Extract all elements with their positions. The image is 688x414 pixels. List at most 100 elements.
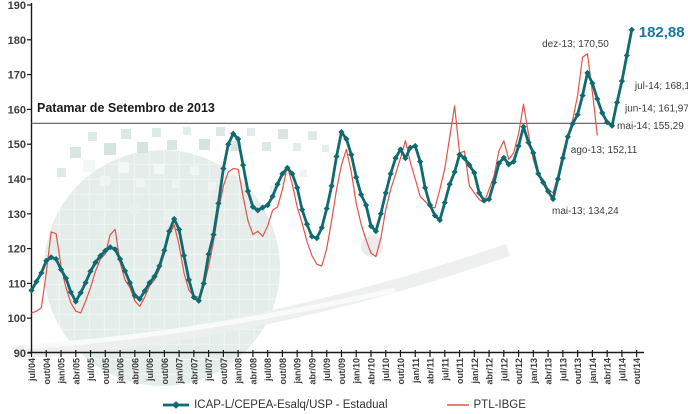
icap-data-marker xyxy=(38,269,45,277)
icap-data-marker xyxy=(210,231,217,238)
icap-data-marker xyxy=(387,170,394,177)
y-axis-tick-label: 150 xyxy=(8,139,26,151)
y-axis-tick-label: 140 xyxy=(8,174,26,186)
icap-data-marker xyxy=(338,128,345,136)
icap-data-marker xyxy=(166,228,173,235)
icap-data-marker xyxy=(318,224,325,231)
x-axis-tick-label: out/05 xyxy=(101,358,111,385)
x-axis-tick-label: out/07 xyxy=(219,358,229,385)
icap-data-marker xyxy=(456,151,463,158)
icap-data-marker xyxy=(185,276,193,284)
y-axis-tick-label: 160 xyxy=(8,104,26,116)
icap-data-marker xyxy=(264,202,271,209)
icap-data-marker xyxy=(313,235,320,242)
icap-data-marker xyxy=(412,142,419,150)
icap-data-marker xyxy=(279,170,286,177)
annotation-label: ago-13; 152,11 xyxy=(571,145,638,156)
y-axis-tick-label: 120 xyxy=(8,244,26,256)
icap-data-marker xyxy=(569,120,576,127)
icap-data-marker xyxy=(422,184,429,191)
icap-data-marker xyxy=(323,205,330,212)
icap-data-marker xyxy=(530,149,537,156)
icap-data-marker xyxy=(367,222,375,230)
icap-data-marker xyxy=(441,199,448,206)
icap-data-marker xyxy=(426,202,434,209)
x-axis-tick-label: abr/10 xyxy=(366,358,376,385)
icap-data-marker xyxy=(431,212,439,219)
x-axis-tick-label: abr/11 xyxy=(426,358,436,384)
icap-data-marker xyxy=(505,161,512,168)
icap-data-marker xyxy=(57,266,65,273)
icap-data-marker xyxy=(131,292,138,299)
x-axis-tick-label: out/08 xyxy=(278,358,288,385)
y-axis-tick-label: 130 xyxy=(8,209,26,221)
x-axis-tick-label: out/13 xyxy=(573,358,583,385)
y-axis-tick-label: 190 xyxy=(8,0,26,12)
icap-data-marker xyxy=(92,259,99,266)
icap-data-marker xyxy=(485,196,493,203)
icap-data-marker xyxy=(362,202,370,209)
icap-data-marker xyxy=(77,289,84,296)
x-axis-tick-label: abr/06 xyxy=(130,358,140,385)
icap-data-marker xyxy=(436,216,443,224)
x-axis-tick-label: jan/11 xyxy=(411,358,421,384)
y-axis-tick-label: 100 xyxy=(8,313,26,325)
icap-data-marker xyxy=(205,251,212,258)
icap-data-marker xyxy=(584,69,591,76)
icap-data-marker xyxy=(259,204,266,211)
icap-data-marker xyxy=(215,200,222,207)
icap-data-marker xyxy=(200,280,207,287)
icap-data-marker xyxy=(308,233,316,240)
x-axis-tick-label: jul/09 xyxy=(322,358,332,382)
x-axis-tick-label: jul/10 xyxy=(381,358,391,382)
icap-data-marker xyxy=(559,155,566,162)
y-axis-tick-label: 90 xyxy=(14,348,26,360)
annotation-label: jul-14; 168,12 xyxy=(634,81,688,92)
axes: 90 100 110 120 130 140 150 160 170 180 190 jul/04 ou… xyxy=(8,0,644,385)
icap-data-marker xyxy=(121,267,129,274)
icap-data-marker xyxy=(608,122,616,129)
icap-data-marker xyxy=(490,179,498,186)
icap-data-marker xyxy=(604,119,611,126)
icap-data-marker xyxy=(358,191,365,198)
x-axis-tick-label: abr/08 xyxy=(248,358,258,385)
x-axis-tick-label: abr/14 xyxy=(603,358,613,385)
y-axis-tick-label: 110 xyxy=(8,278,26,290)
icap-data-marker xyxy=(589,80,596,87)
background-watermark xyxy=(15,127,511,386)
x-axis-tick-label: jul/04 xyxy=(27,358,37,382)
icap-data-marker xyxy=(451,168,458,176)
icap-data-marker xyxy=(82,279,89,286)
icap-data-marker xyxy=(594,95,601,103)
icap-data-marker xyxy=(97,252,104,260)
icap-data-marker xyxy=(481,197,488,204)
icap-data-marker xyxy=(136,295,143,303)
x-axis-tick-label: out/10 xyxy=(396,358,406,385)
icap-data-marker xyxy=(87,268,94,275)
icap-data-marker xyxy=(510,158,517,165)
icap-data-marker xyxy=(146,279,153,286)
annotation-label: jun-14; 161,97 xyxy=(624,104,688,115)
reference-line-set13: Patamar de Setembro de 2013 xyxy=(31,101,612,124)
icap-data-marker xyxy=(574,111,581,118)
x-axis-tick-label: abr/12 xyxy=(485,358,495,385)
icap-data-marker xyxy=(333,153,340,160)
x-axis-tick-label: jul/13 xyxy=(558,358,568,382)
icap-data-marker xyxy=(43,257,50,264)
icap-data-marker xyxy=(377,210,384,217)
icap-line xyxy=(28,26,635,305)
icap-data-marker xyxy=(171,215,178,223)
icap-data-marker xyxy=(500,154,507,161)
icap-data-marker xyxy=(599,109,606,116)
x-axis-tick-label: jul/06 xyxy=(145,358,155,382)
x-axis-tick-label: out/04 xyxy=(42,358,52,385)
x-axis-tick-label: jan/12 xyxy=(470,358,480,385)
icap-data-marker xyxy=(180,252,188,259)
x-axis-tick-label: jul/07 xyxy=(204,358,214,382)
icap-data-marker xyxy=(28,287,35,294)
chart-legend: ICAP-L/CEPEA-Esalq/USP - Estadual PTL-IB… xyxy=(0,397,688,413)
legend-label-ptl: PTL-IBGE xyxy=(473,399,526,411)
icap-data-marker xyxy=(417,158,424,165)
annotation-label: mai-14; 155,29 xyxy=(617,121,684,132)
